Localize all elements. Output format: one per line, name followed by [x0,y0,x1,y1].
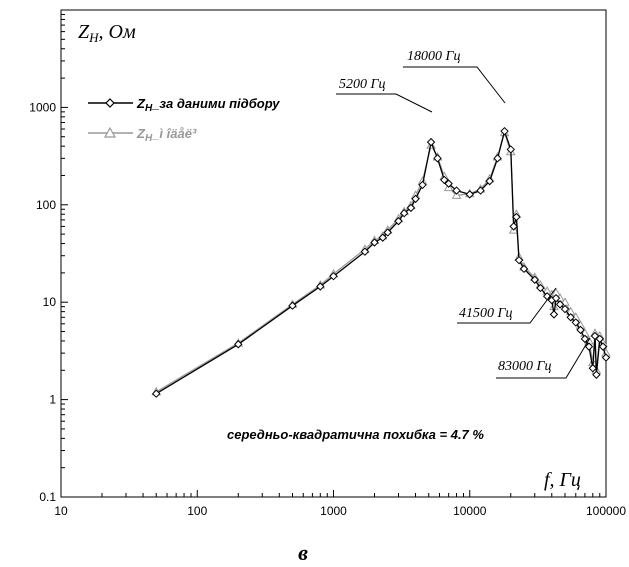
y-axis-label: ZН, Ом [78,21,136,45]
y-tick-label: 100 [36,198,56,212]
data-point [595,334,604,344]
data-point [493,154,502,163]
annotation-18000-leader [403,66,506,104]
data-point [411,194,420,204]
x-tick-label: 10 [54,504,68,518]
annotation-83000-leader [496,337,591,379]
data-point [560,304,570,314]
data-point [536,283,545,293]
x-tick-label: 100000 [586,504,626,518]
data-point [418,180,427,190]
legend: ZН_за даними підбору ZН_ì îäåë³ [88,96,280,144]
data-point [465,190,474,199]
data-point [551,293,561,303]
data-point [406,203,416,213]
data-point [592,370,601,379]
y-tick-label: 10 [43,295,57,309]
data-point [512,212,521,222]
data-point [316,282,325,291]
x-tick-label: 100 [187,504,207,518]
data-point [433,154,442,163]
series-0 [152,126,611,398]
error-note: середньо-квадратична похибка = 4.7 % [227,427,484,442]
annotation-5200-leader [336,93,433,113]
data-point [601,353,611,362]
legend-label-model: ZН_ì îäåë³ [136,126,197,144]
data-point [549,310,559,319]
data-point [590,331,600,341]
annotation-5200-label: 5200 Гц [339,77,385,92]
annotation-41500-label: 41500 Гц [459,306,512,321]
x-axis: 10 100 1000 10000 100000 [54,490,626,518]
legend-label-fit: ZН_за даними підбору [136,96,280,114]
data-point [370,238,379,247]
data-point [329,271,338,281]
annotation-41500-leader [457,287,557,324]
data-point [426,137,436,147]
legend-marker-fit [105,98,115,108]
data-point [152,389,161,398]
data-point [588,364,598,373]
y-tick-label: 1 [49,393,56,407]
x-axis-label: f, Гц [544,469,581,491]
data-point [576,325,585,335]
panel-label: в [298,540,308,565]
data-point [571,318,580,327]
plot-area [60,9,607,498]
annotation-41500: 41500 Гц [457,287,557,324]
data-point [555,300,565,309]
data-point [288,301,297,310]
data-point [514,255,524,265]
data-point [500,126,509,136]
data-point [394,216,403,226]
y-axis: 0.1 1 10 100 1000 [29,13,68,504]
data-point [530,275,539,284]
data-point [360,247,370,256]
series-line [155,128,607,395]
data-point [444,179,453,188]
data-point [452,186,461,195]
y-tick-label: 0.1 [39,490,56,504]
data-point [451,190,462,199]
data-point [509,222,518,231]
data-point [506,145,515,154]
annotation-5200: 5200 Гц [336,77,433,113]
data-point [399,208,409,218]
y-tick-label: 1000 [29,100,56,114]
data-point [378,233,387,242]
data-point [383,228,392,237]
data-point [519,264,529,274]
annotation-18000: 18000 Гц [403,49,506,104]
data-point [485,176,494,186]
data-point [234,340,243,349]
series-layer [151,126,611,398]
annotation-83000: 83000 Гц [496,337,591,379]
x-tick-label: 10000 [453,504,487,518]
data-point [584,342,594,351]
data-point [549,301,559,311]
x-tick-label: 1000 [320,504,347,518]
legend-marker-model [103,126,117,138]
annotation-18000-label: 18000 Гц [407,49,460,64]
data-point [476,186,485,195]
data-point [580,334,590,344]
data-point [440,175,449,185]
data-point [566,313,575,322]
data-point [598,342,608,351]
annotation-83000-label: 83000 Гц [498,359,551,374]
